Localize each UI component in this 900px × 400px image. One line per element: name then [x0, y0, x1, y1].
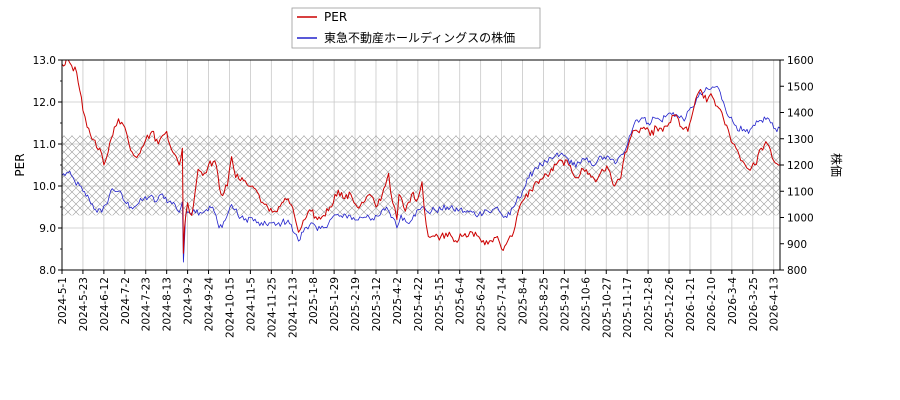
x-tick-label: 2024-11-25	[266, 277, 278, 338]
legend: PER 東急不動産ホールディングスの株価	[291, 7, 541, 49]
x-tick-label: 2025-2-19	[350, 277, 362, 331]
legend-label-stock-price: 東急不動産ホールディングスの株価	[324, 30, 515, 45]
left-y-axis: 8.0 9.0 10.0 11.0 12.0 13.0	[33, 55, 62, 277]
x-tick-label: 2024-9-24	[204, 277, 216, 332]
x-tick-label: 2025-6-4	[455, 277, 467, 325]
x-tick-label: 2025-3-12	[371, 277, 383, 331]
right-tick-label: 1200	[787, 160, 814, 172]
left-tick-label: 10.0	[33, 181, 56, 193]
x-tick-label: 2024-7-23	[141, 277, 153, 331]
left-tick-label: 9.0	[39, 223, 56, 235]
x-tick-label: 2025-9-12	[559, 277, 571, 331]
right-tick-label: 1300	[787, 134, 814, 146]
x-tick-label: 2025-7-14	[497, 277, 509, 332]
x-tick-label: 2024-8-13	[162, 277, 174, 331]
x-axis: 2024-5-1 2024-5-23 2024-6-12 2024-7-2 2024-7…	[57, 270, 781, 338]
x-tick-label: 2024-11-5	[245, 277, 257, 331]
x-tick-label: 2025-8-25	[538, 277, 550, 331]
x-tick-label: 2024-10-15	[224, 277, 236, 338]
right-tick-label: 900	[787, 239, 807, 251]
left-tick-label: 12.0	[33, 97, 56, 109]
series-line-per	[62, 60, 780, 254]
right-tick-label: 1500	[787, 81, 814, 93]
x-tick-label: 2024-5-1	[57, 277, 69, 325]
x-tick-label: 2024-6-12	[99, 277, 111, 331]
x-tick-label: 2025-10-27	[601, 277, 613, 338]
left-tick-label: 13.0	[33, 55, 56, 67]
x-tick-label: 2025-12-26	[664, 277, 676, 338]
x-tick-label: 2025-8-4	[518, 277, 530, 325]
x-tick-label: 2026-3-25	[748, 277, 760, 331]
left-tick-label: 8.0	[39, 265, 56, 277]
left-tick-label: 11.0	[33, 139, 56, 151]
x-tick-label: 2025-1-8	[308, 277, 320, 325]
x-tick-label: 2025-10-6	[580, 277, 592, 332]
hatched-range-band	[62, 135, 780, 216]
x-tick-label: 2025-11-17	[622, 277, 634, 338]
x-tick-label: 2025-4-2	[392, 277, 404, 325]
x-tick-label: 2024-7-2	[120, 277, 132, 325]
x-tick-label: 2025-6-24	[476, 277, 488, 332]
x-tick-label: 2024-9-2	[183, 277, 195, 325]
x-tick-label: 2025-12-8	[643, 277, 655, 331]
x-tick-label: 2026-2-10	[706, 277, 718, 331]
right-tick-label: 1100	[787, 186, 814, 198]
right-tick-label: 1000	[787, 213, 814, 225]
right-axis-title: 株価	[829, 153, 844, 177]
x-tick-label: 2024-5-23	[78, 277, 90, 331]
legend-label-per: PER	[324, 10, 347, 24]
x-tick-label: 2025-1-29	[329, 277, 341, 331]
left-axis-title: PER	[13, 153, 27, 176]
right-y-axis: 800 900 1000 1100 1200 1300 1400 1500 1600	[780, 55, 814, 277]
right-tick-label: 800	[787, 265, 807, 277]
x-tick-label: 2025-4-22	[413, 277, 425, 331]
x-tick-label: 2025-5-15	[434, 277, 446, 331]
right-tick-label: 1400	[787, 108, 814, 120]
series-lines	[62, 60, 780, 263]
x-tick-label: 2026-4-13	[769, 277, 781, 331]
x-tick-label: 2026-3-4	[727, 277, 739, 325]
x-tick-label: 2026-1-21	[685, 277, 697, 331]
right-tick-label: 1600	[787, 55, 814, 67]
x-tick-label: 2024-12-13	[287, 277, 299, 338]
